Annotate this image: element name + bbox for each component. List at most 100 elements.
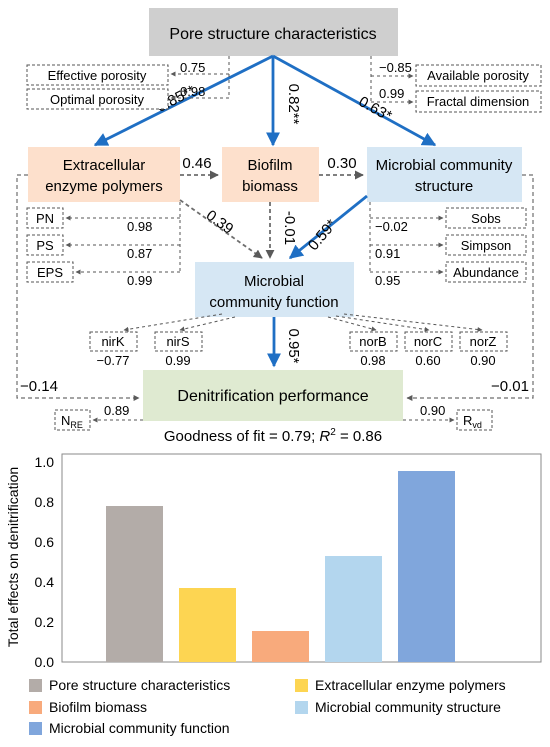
indicator-pn-label: PN bbox=[36, 211, 54, 226]
structural-paths bbox=[16, 54, 534, 401]
node-pore-structure: Pore structure characteristics bbox=[149, 8, 398, 56]
node-biofilm-biomass: Biofilm biomass bbox=[222, 147, 319, 202]
indicator-norc: norC bbox=[404, 331, 453, 352]
indicator-nirs: nirS bbox=[154, 331, 203, 352]
indicator-nirk: nirK bbox=[89, 331, 138, 352]
path-epoly-denit-arrow bbox=[16, 174, 140, 401]
loading-eps: 0.99 bbox=[127, 273, 152, 288]
coef-epoly-denit: −0.14 bbox=[20, 378, 58, 395]
bar-pore-structure-characteristics bbox=[106, 506, 163, 662]
legend-swatch bbox=[295, 679, 308, 692]
pore-indicators: Effective porosity 0.75 Optimal porosity… bbox=[26, 56, 542, 113]
loading-available-porosity: −0.85 bbox=[379, 60, 412, 75]
legend-label: Biofilm biomass bbox=[49, 699, 147, 715]
indicator-ps-label: PS bbox=[36, 238, 54, 253]
y-axis-label: Total effects on denitrification bbox=[5, 467, 21, 647]
loading-norc: 0.60 bbox=[415, 353, 440, 368]
loading-nirk: −0.77 bbox=[97, 353, 130, 368]
legend-label: Microbial community function bbox=[49, 720, 230, 736]
coef-biofilm-mcs: 0.30 bbox=[327, 155, 356, 172]
indicator-sobs-label: Sobs bbox=[471, 211, 501, 226]
loading-nre: 0.89 bbox=[104, 403, 129, 418]
indicator-optimal-porosity: Optimal porosity bbox=[26, 88, 169, 110]
gene-indicators: nirK nirS norB norC norZ −0.77 0.99 0.98… bbox=[89, 313, 508, 368]
indicator-norz-label: norZ bbox=[470, 334, 497, 349]
loading-rvd: 0.90 bbox=[420, 403, 445, 418]
indicator-simpson: Simpson bbox=[445, 234, 527, 256]
coef-mcf-denit: 0.95* bbox=[285, 328, 302, 363]
indicator-effective-porosity-label: Effective porosity bbox=[48, 68, 147, 83]
total-effects-chart: Total effects on denitrification 0.00.20… bbox=[5, 453, 542, 670]
coef-pore-biofilm: 0.82** bbox=[285, 84, 302, 125]
y-tick-label: 0.0 bbox=[35, 654, 55, 670]
indicator-norb-label: norB bbox=[359, 334, 386, 349]
node-microbial-community-structure: Microbial community structure bbox=[367, 147, 522, 202]
indicator-simpson-label: Simpson bbox=[461, 238, 512, 253]
indicator-available-porosity: Available porosity bbox=[415, 64, 542, 87]
loading-ps: 0.87 bbox=[127, 246, 152, 261]
coef-epoly-mcf: 0.39 bbox=[203, 207, 237, 238]
indicator-available-porosity-label: Available porosity bbox=[427, 68, 529, 83]
indicator-rvd-label: Rvd bbox=[463, 413, 482, 430]
bar-microbial-community-structure bbox=[325, 556, 382, 662]
indicator-optimal-porosity-label: Optimal porosity bbox=[50, 92, 144, 107]
bars bbox=[106, 471, 455, 662]
y-tick-label: 0.4 bbox=[35, 574, 55, 590]
path-mcs-mcf-arrow bbox=[288, 194, 368, 260]
y-tick-label: 0.6 bbox=[35, 534, 55, 550]
indicator-norb: norB bbox=[349, 331, 398, 352]
bar-microbial-community-function bbox=[398, 471, 455, 662]
indicator-abundance-label: Abundance bbox=[453, 265, 519, 280]
indicator-norc-label: norC bbox=[414, 334, 442, 349]
node-denit-label: Denitrification performance bbox=[177, 388, 368, 405]
node-denitrification-performance: Denitrification performance bbox=[143, 370, 403, 421]
node-epoly-label-2: enzyme polymers bbox=[45, 178, 163, 195]
indicator-nirs-label: nirS bbox=[166, 334, 189, 349]
coef-mcs-denit: −0.01 bbox=[491, 378, 529, 395]
indicator-eps: EPS bbox=[26, 261, 74, 283]
loading-sobs: −0.02 bbox=[375, 219, 408, 234]
indicator-nre-label: NRE bbox=[61, 413, 83, 430]
indicator-nre: NRE bbox=[54, 409, 91, 431]
indicator-eps-label: EPS bbox=[37, 265, 63, 280]
indicator-effective-porosity: Effective porosity bbox=[26, 64, 169, 86]
loading-nirs: 0.99 bbox=[165, 353, 190, 368]
indicator-abundance: Abundance bbox=[445, 261, 527, 283]
y-tick-labels: 0.0 0.2 0.4 0.6 0.8 1.0 bbox=[35, 454, 55, 670]
coef-epoly-biofilm: 0.46 bbox=[182, 155, 211, 172]
node-mcs-label-1: Microbial community bbox=[376, 157, 513, 174]
indicator-fractal-dimension: Fractal dimension bbox=[415, 90, 542, 113]
y-tick-label: 0.2 bbox=[35, 614, 55, 630]
loading-optimal-porosity: 0.98 bbox=[180, 84, 205, 99]
node-biofilm-label-1: Biofilm bbox=[247, 157, 292, 174]
mcs-indicators: −0.02 0.91 0.95 Sobs Simpson Abundance bbox=[369, 202, 527, 288]
indicator-fractal-dimension-label: Fractal dimension bbox=[427, 94, 530, 109]
epoly-indicators: PN PS EPS 0.98 0.87 0.99 bbox=[26, 202, 181, 288]
loading-norb: 0.98 bbox=[360, 353, 385, 368]
node-mcf-label-1: Microbial bbox=[244, 273, 304, 290]
node-mcf-label-2: community function bbox=[209, 294, 338, 311]
node-biofilm-label-2: biomass bbox=[242, 178, 298, 195]
node-epoly-label-1: Extracellular bbox=[63, 157, 146, 174]
loading-pn: 0.98 bbox=[127, 219, 152, 234]
denit-indicators: NRE 0.89 0.90 Rvd bbox=[54, 403, 493, 431]
indicator-pn: PN bbox=[26, 207, 64, 229]
y-tick-label: 1.0 bbox=[35, 454, 55, 470]
node-mcs-label-2: structure bbox=[415, 178, 473, 195]
bar-biofilm-biomass bbox=[252, 631, 309, 662]
indicator-sobs: Sobs bbox=[445, 207, 527, 229]
legend-swatch bbox=[29, 679, 42, 692]
coef-biofilm-mcf: -0.01 bbox=[281, 211, 298, 245]
loading-abundance: 0.95 bbox=[375, 273, 400, 288]
node-extracellular-enzyme-polymers: Extracellular enzyme polymers bbox=[28, 147, 180, 202]
legend-label: Extracellular enzyme polymers bbox=[315, 677, 506, 693]
legend-label: Microbial community structure bbox=[315, 699, 501, 715]
node-microbial-community-function: Microbial community function bbox=[195, 262, 354, 317]
path-pore-epoly-arrow bbox=[93, 54, 274, 147]
legend-swatch bbox=[295, 701, 308, 714]
y-tick-label: 0.8 bbox=[35, 494, 55, 510]
path-mcs-denit-arrow bbox=[406, 174, 534, 401]
legend-swatch bbox=[29, 701, 42, 714]
loading-effective-porosity: 0.75 bbox=[180, 60, 205, 75]
